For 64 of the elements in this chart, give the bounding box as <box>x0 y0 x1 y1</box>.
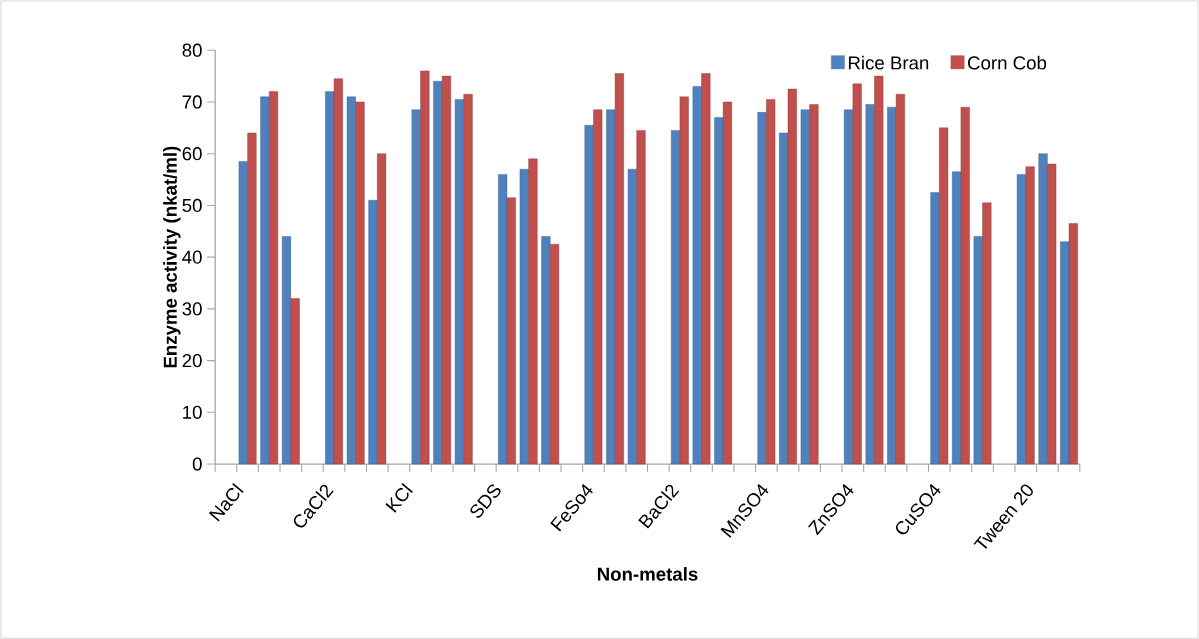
bar <box>247 132 257 465</box>
y-tick-label: 70 <box>182 95 202 109</box>
bar <box>895 93 905 465</box>
x-tick-label: KCl <box>385 482 413 513</box>
bar <box>498 174 508 465</box>
bar <box>463 93 473 465</box>
bar <box>627 168 637 465</box>
bar <box>1068 223 1078 465</box>
bar <box>584 124 594 465</box>
bar <box>238 161 248 465</box>
bar <box>679 96 689 465</box>
bar <box>766 99 776 465</box>
bar <box>260 96 270 465</box>
bar <box>701 73 711 465</box>
bar <box>290 298 300 465</box>
bar <box>874 75 884 465</box>
bar <box>420 70 430 465</box>
bar <box>1038 153 1048 465</box>
y-axis-title: Enzyme activity (nkat/ml) <box>163 146 181 368</box>
bar <box>800 109 810 465</box>
bar <box>939 127 949 465</box>
bar <box>346 96 356 465</box>
bar <box>506 197 516 465</box>
bar <box>982 202 992 465</box>
bar <box>722 101 732 465</box>
bar <box>528 158 538 465</box>
bar <box>1025 166 1035 465</box>
bar <box>355 101 365 465</box>
bar <box>269 91 279 465</box>
y-tick-label: 50 <box>182 198 202 212</box>
bar <box>333 78 343 465</box>
bar <box>614 73 624 465</box>
bar <box>519 168 529 465</box>
bar <box>809 104 819 465</box>
bar <box>960 106 970 465</box>
bar <box>692 86 702 465</box>
bar <box>377 153 387 465</box>
bar <box>1016 174 1026 465</box>
bar <box>636 130 646 465</box>
bar <box>368 199 378 465</box>
y-tick-label: 20 <box>182 353 202 368</box>
bar <box>757 111 767 465</box>
legend-label: Rice Bran <box>848 55 929 70</box>
x-axis-title: Non-metals <box>597 566 698 581</box>
bar <box>973 236 983 465</box>
bar <box>441 75 451 465</box>
bar <box>541 236 551 465</box>
bar <box>411 109 421 465</box>
bar <box>593 109 603 465</box>
y-tick-label: 80 <box>182 43 202 57</box>
y-tick-label: 60 <box>182 146 202 161</box>
bar <box>550 243 560 465</box>
y-tick-label: 10 <box>183 405 202 419</box>
bar <box>281 236 292 465</box>
y-tick-label: 30 <box>182 302 202 316</box>
bar <box>787 88 797 465</box>
y-tick-label: 40 <box>182 250 202 264</box>
bar <box>1047 163 1057 465</box>
bar <box>930 192 940 465</box>
legend-label: Corn Cob <box>968 55 1047 70</box>
bar <box>865 104 875 465</box>
y-tick-label: 0 <box>192 457 202 471</box>
bar <box>454 99 464 465</box>
bar <box>852 83 862 465</box>
